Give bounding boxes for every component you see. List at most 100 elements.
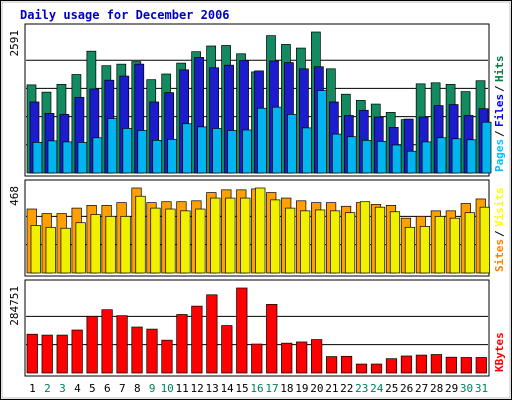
- bar-pages: [122, 128, 133, 174]
- bar-visits: [120, 215, 131, 274]
- bar-pages: [361, 139, 372, 174]
- bar-visits: [30, 225, 41, 274]
- bar-visits: [344, 212, 356, 274]
- bar-visits: [419, 226, 431, 274]
- bar-pages: [346, 136, 357, 174]
- y-max-label: 2591: [8, 30, 21, 57]
- bar-visits: [330, 210, 341, 274]
- bar-kbytes: [236, 287, 248, 374]
- x-tick-label: 30: [460, 382, 473, 395]
- x-tick-label: 20: [310, 382, 323, 395]
- bar-visits: [45, 226, 56, 274]
- x-tick-label: 28: [430, 382, 443, 395]
- bar-kbytes: [116, 315, 128, 374]
- bar-visits: [255, 187, 266, 274]
- x-tick-label: 8: [134, 382, 141, 395]
- x-tick-label: 19: [295, 382, 308, 395]
- y-max-label: 468: [8, 186, 21, 206]
- bar-visits: [225, 197, 236, 274]
- x-tick-label: 13: [205, 382, 218, 395]
- bar-kbytes: [56, 334, 68, 374]
- bar-visits: [60, 227, 71, 274]
- bar-visits: [285, 207, 296, 274]
- bar-visits: [195, 208, 206, 274]
- legend-files: Files: [493, 94, 506, 127]
- bar-pages: [376, 141, 387, 174]
- bar-pages: [152, 139, 163, 174]
- legend-sites: Sites: [493, 239, 506, 272]
- kbytes-panel: 284751 KBytes: [8, 279, 506, 377]
- bar-visits: [359, 201, 371, 274]
- bar-kbytes: [445, 356, 457, 374]
- bar-pages: [32, 142, 43, 174]
- y-max-label: 284751: [8, 286, 21, 326]
- bar-visits: [464, 212, 475, 274]
- bar-visits: [75, 222, 86, 274]
- bar-pages: [466, 139, 477, 174]
- x-tick-label: 24: [370, 382, 384, 395]
- x-tick-label: 6: [104, 382, 111, 395]
- bar-pages: [212, 128, 222, 174]
- legend-hits: Hits: [493, 56, 506, 83]
- x-tick-label: 21: [325, 382, 338, 395]
- x-tick-label: 9: [149, 382, 156, 395]
- x-tick-label: 2: [44, 382, 51, 395]
- bar-kbytes: [41, 334, 53, 374]
- bar-pages: [62, 141, 73, 174]
- x-tick-label: 17: [265, 382, 278, 395]
- legend-separator: /: [493, 85, 506, 92]
- bar-kbytes: [355, 363, 368, 374]
- bar-visits: [180, 210, 191, 274]
- bar-visits: [374, 206, 386, 274]
- bar-pages: [436, 137, 447, 174]
- x-tick-label: 4: [74, 382, 81, 395]
- x-tick-label: 29: [445, 382, 458, 395]
- x-tick-label: 3: [59, 382, 66, 395]
- bar-kbytes: [101, 309, 113, 374]
- bar-visits: [479, 206, 490, 274]
- bar-pages: [406, 150, 417, 174]
- bar-pages: [77, 142, 88, 174]
- bar-visits: [105, 215, 116, 274]
- bar-kbytes: [326, 356, 338, 374]
- bar-kbytes: [385, 358, 398, 374]
- bar-visits: [165, 208, 176, 274]
- legend-kbytes: KBytes: [493, 332, 506, 372]
- bar-kbytes: [146, 328, 158, 374]
- bar-kbytes: [340, 355, 353, 374]
- bar-kbytes: [460, 357, 472, 374]
- bar-pages: [272, 106, 282, 174]
- bar-pages: [421, 141, 432, 174]
- bar-pages: [317, 90, 327, 174]
- bar-pages: [197, 126, 207, 174]
- bar-kbytes: [370, 363, 383, 374]
- bar-visits: [240, 197, 251, 274]
- x-tick-label: 25: [385, 382, 398, 395]
- bar-kbytes: [71, 329, 83, 374]
- bar-pages: [92, 137, 103, 174]
- x-tick-label: 22: [340, 382, 353, 395]
- x-tick-label: 5: [89, 382, 96, 395]
- bar-visits: [389, 211, 401, 274]
- bar-kbytes: [251, 343, 263, 374]
- bar-kbytes: [311, 339, 323, 374]
- bar-pages: [47, 140, 58, 174]
- bar-pages: [137, 130, 148, 174]
- x-tick-label: 18: [280, 382, 293, 395]
- bar-visits: [210, 197, 221, 274]
- bar-pages: [107, 118, 118, 174]
- bar-visits: [449, 217, 460, 274]
- bar-kbytes: [400, 355, 413, 374]
- bar-pages: [257, 107, 267, 174]
- x-tick-label: 12: [191, 382, 204, 395]
- bar-kbytes: [430, 354, 442, 374]
- x-tick-label: 10: [161, 382, 174, 395]
- legend-visits: Visits: [493, 187, 506, 227]
- bar-pages: [332, 133, 342, 174]
- bar-pages: [481, 121, 492, 174]
- x-tick-label: 11: [176, 382, 189, 395]
- bar-visits: [300, 210, 311, 274]
- bar-kbytes: [161, 339, 173, 374]
